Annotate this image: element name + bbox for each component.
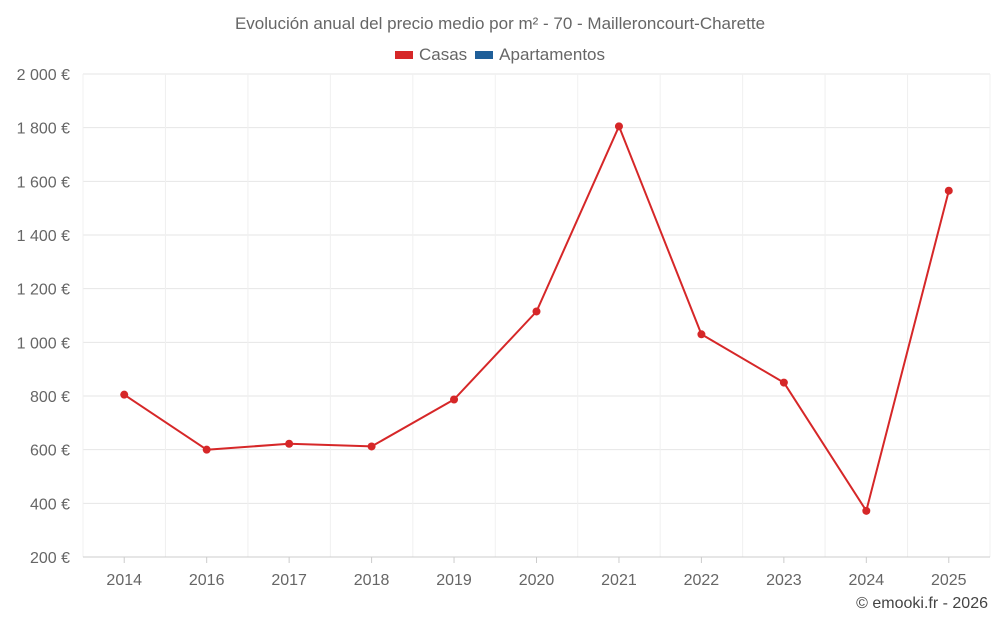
chart-title: Evolución anual del precio medio por m² … bbox=[234, 14, 766, 33]
legend-swatch-casas bbox=[394, 51, 413, 59]
x-tick-label: 2023 bbox=[766, 572, 802, 589]
y-tick-label: 600 € bbox=[30, 443, 70, 460]
legend-swatch-apartamentos bbox=[475, 51, 494, 59]
y-tick-label: 2 000 € bbox=[17, 67, 70, 84]
y-tick-label: 200 € bbox=[30, 550, 70, 567]
data-point bbox=[285, 439, 294, 448]
x-tick-label: 2014 bbox=[106, 572, 142, 589]
copyright-credit: © emooki.fr - 2026 bbox=[856, 595, 988, 612]
y-tick-label: 1 800 € bbox=[17, 121, 70, 138]
data-point bbox=[862, 506, 871, 515]
data-point bbox=[944, 186, 953, 195]
data-point bbox=[779, 378, 788, 387]
y-tick-label: 1 200 € bbox=[17, 282, 70, 299]
x-tick-label: 2020 bbox=[519, 572, 555, 589]
x-tick-label: 2019 bbox=[436, 572, 472, 589]
data-point bbox=[367, 442, 376, 451]
y-tick-label: 800 € bbox=[30, 389, 70, 406]
legend-label-casas: Casas bbox=[418, 45, 468, 64]
data-point bbox=[450, 395, 459, 404]
data-point bbox=[614, 122, 623, 131]
x-tick-label: 2025 bbox=[931, 572, 967, 589]
data-point bbox=[697, 330, 706, 339]
data-point bbox=[532, 307, 541, 316]
legend-label-apartamentos: Apartamentos bbox=[499, 45, 606, 64]
x-tick-label: 2018 bbox=[354, 572, 390, 589]
x-tick-label: 2021 bbox=[601, 572, 637, 589]
y-tick-label: 400 € bbox=[30, 496, 70, 513]
x-tick-label: 2016 bbox=[189, 572, 225, 589]
y-tick-label: 1 400 € bbox=[17, 228, 70, 245]
x-tick-label: 2024 bbox=[849, 572, 885, 589]
data-point bbox=[120, 390, 129, 399]
x-tick-label: 2017 bbox=[271, 572, 307, 589]
x-tick-label: 2022 bbox=[684, 572, 720, 589]
y-tick-label: 1 600 € bbox=[17, 174, 70, 191]
legend-item-casas[interactable]: Casas bbox=[394, 45, 468, 65]
legend-item-apartamentos[interactable]: Apartamentos bbox=[475, 45, 605, 65]
y-tick-label: 1 000 € bbox=[17, 335, 70, 352]
chart-legend: Casas Apartamentos bbox=[0, 45, 1000, 65]
data-point bbox=[202, 445, 211, 454]
